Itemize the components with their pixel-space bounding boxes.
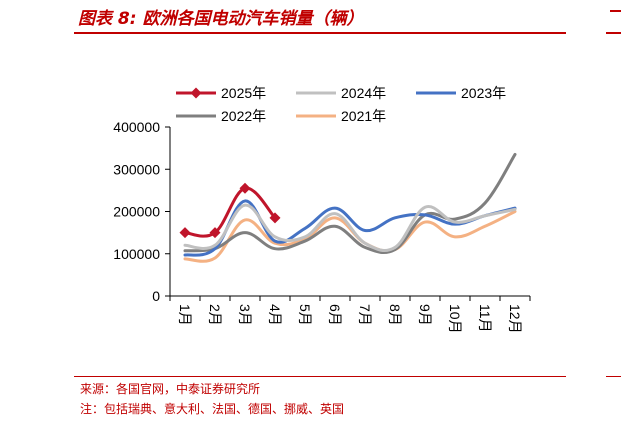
adjacent-footer-divider <box>606 376 621 377</box>
x-tick-label: 10月 <box>447 304 463 334</box>
y-tick-label: 0 <box>152 288 160 304</box>
x-tick-label: 3月 <box>237 304 253 326</box>
adjacent-figure-divider <box>606 32 621 34</box>
legend-marker-2025 <box>190 87 202 99</box>
legend-label-2023: 2023年 <box>461 85 506 101</box>
data-point-2025 <box>269 212 281 224</box>
data-point-2025 <box>179 227 191 239</box>
x-tick-label: 8月 <box>387 304 403 326</box>
y-tick-label: 300000 <box>113 161 160 177</box>
y-tick-label: 400000 <box>113 119 160 135</box>
y-tick-label: 200000 <box>113 204 160 220</box>
x-tick-label: 12月 <box>507 304 523 334</box>
figure-title: 图表 8: 欧洲各国电动汽车销量（辆） <box>78 9 364 29</box>
series-line-2024 <box>183 203 517 253</box>
data-point-2025 <box>209 227 221 239</box>
footnote: 注：包括瑞典、意大利、法国、德国、挪威、英国 <box>80 402 345 416</box>
data-point-2025 <box>239 182 251 194</box>
x-tick-label: 7月 <box>357 304 373 326</box>
adjacent-figure-title-fragment <box>610 10 621 12</box>
x-tick-label: 2月 <box>207 304 223 326</box>
source-note: 来源：各国官网，中泰证券研究所 <box>80 382 261 396</box>
footer-divider <box>74 376 566 377</box>
x-tick-label: 6月 <box>327 304 343 326</box>
series-line-2023 <box>183 199 517 257</box>
x-tick-label: 1月 <box>177 304 193 326</box>
chart-legend: 2025年 2024年 2023年 2022年 2021年 <box>176 85 506 124</box>
title-divider <box>74 32 566 34</box>
legend-label-2021: 2021年 <box>341 108 386 124</box>
x-tick-label: 11月 <box>477 304 493 333</box>
x-tick-label: 9月 <box>417 304 433 326</box>
legend-label-2025: 2025年 <box>221 85 266 101</box>
y-tick-label: 100000 <box>113 246 160 262</box>
chart-axes: 0 100000 200000 300000 400000 1月 2月 3月 4月 5月 6月 7月 8… <box>113 119 531 334</box>
legend-label-2022: 2022年 <box>221 108 266 124</box>
series-line-2025 <box>183 186 277 238</box>
x-tick-label: 4月 <box>267 304 283 326</box>
series-line-2022 <box>183 152 517 255</box>
legend-label-2024: 2024年 <box>341 85 386 101</box>
ev-sales-chart: 2025年 2024年 2023年 2022年 2021年 0 100000 200000 3… <box>113 85 531 334</box>
x-tick-label: 5月 <box>297 304 313 326</box>
chart-series <box>179 152 517 263</box>
